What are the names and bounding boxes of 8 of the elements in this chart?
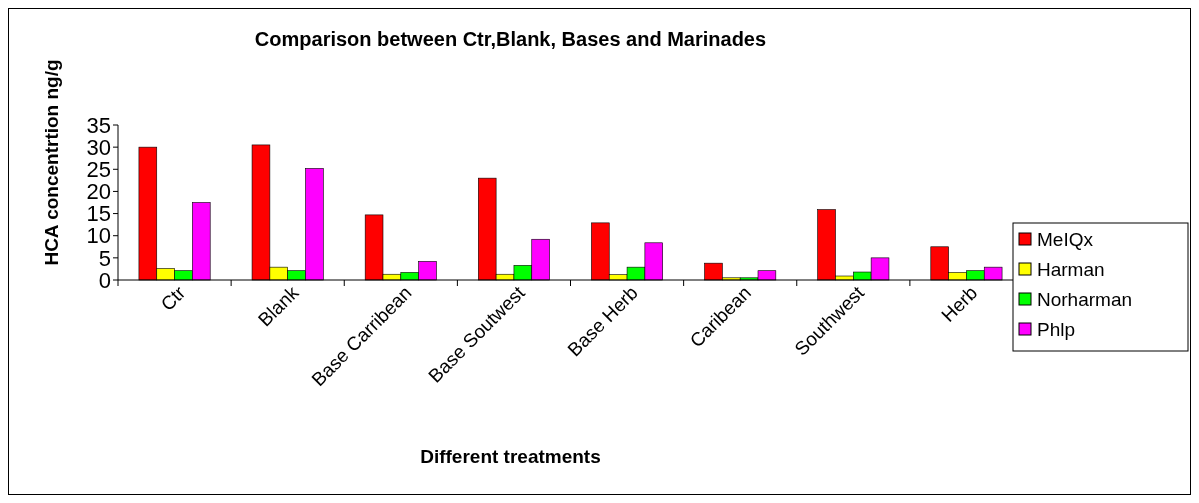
y-axis-title: HCA concentrtion ng/g: [41, 59, 62, 266]
x-axis-title: Different treatments: [420, 446, 601, 467]
x-tick-label: Ctr: [156, 281, 190, 315]
legend-label: Harman: [1037, 258, 1105, 280]
chart-title: Comparison between Ctr,Blank, Bases and Marinades: [254, 28, 767, 50]
legend-label: MeIQx: [1037, 228, 1094, 250]
legend-label: Norharman: [1037, 288, 1133, 310]
legend-label: Phlp: [1037, 318, 1076, 340]
